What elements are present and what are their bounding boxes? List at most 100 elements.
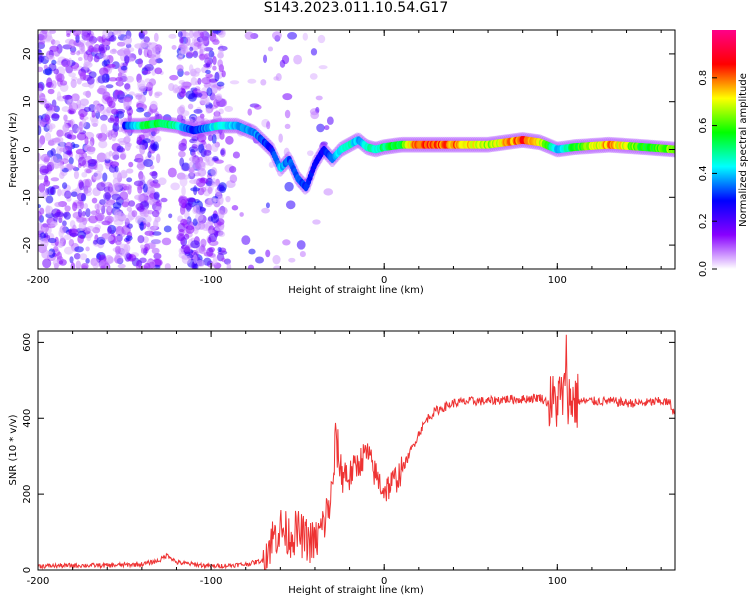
noise-blob bbox=[194, 67, 201, 74]
noise-blob bbox=[97, 85, 107, 95]
noise-blob bbox=[142, 183, 148, 193]
noise-blob bbox=[128, 91, 135, 96]
noise-blob bbox=[78, 42, 85, 51]
noise-blob bbox=[38, 139, 43, 149]
noise-blob bbox=[284, 109, 291, 119]
noise-blob bbox=[120, 65, 128, 71]
noise-blob bbox=[181, 162, 191, 172]
noise-blob bbox=[211, 30, 222, 34]
noise-blob bbox=[183, 246, 191, 255]
noise-blob bbox=[199, 31, 204, 39]
noise-blob bbox=[302, 32, 308, 41]
noise-blob bbox=[315, 95, 323, 101]
noise-blob bbox=[207, 229, 215, 234]
noise-blob bbox=[205, 107, 212, 114]
noise-blob bbox=[152, 231, 162, 236]
noise-blob bbox=[56, 66, 66, 76]
noise-blob bbox=[105, 181, 113, 188]
noise-blob bbox=[309, 73, 318, 80]
snr-panel: -200 -100 0 100 0 200 400 600 Height of straigh… bbox=[8, 330, 676, 596]
noise-blob bbox=[177, 31, 183, 38]
noise-blob bbox=[76, 192, 86, 202]
noise-blob bbox=[73, 170, 80, 180]
noise-blob bbox=[126, 142, 132, 147]
x-tick-label: 0 bbox=[381, 275, 387, 286]
noise-blob bbox=[183, 118, 190, 125]
noise-blob bbox=[205, 73, 213, 79]
noise-blob bbox=[42, 237, 50, 243]
noise-blob bbox=[266, 121, 271, 130]
noise-blob bbox=[109, 114, 115, 122]
noise-blob bbox=[168, 33, 177, 39]
noise-blob bbox=[248, 248, 256, 255]
noise-blob bbox=[178, 247, 183, 255]
noise-blob bbox=[38, 66, 44, 73]
colorbar-ticks: 0.0 0.2 0.4 0.6 0.8 bbox=[698, 70, 717, 277]
noise-blob bbox=[75, 34, 80, 44]
noise-blob bbox=[197, 43, 202, 50]
noise-blob bbox=[167, 167, 177, 178]
noise-blob bbox=[56, 73, 65, 83]
noise-blob bbox=[38, 96, 48, 106]
noise-blob bbox=[136, 161, 146, 171]
noise-blob bbox=[60, 58, 71, 68]
noise-blob bbox=[144, 78, 151, 83]
noise-blob bbox=[72, 30, 81, 37]
noise-blob bbox=[190, 240, 201, 249]
noise-blob bbox=[111, 108, 119, 115]
noise-blob bbox=[205, 200, 213, 208]
noise-blob bbox=[216, 184, 225, 192]
noise-blob bbox=[279, 59, 286, 68]
noise-blob bbox=[210, 167, 218, 177]
noise-blob bbox=[151, 239, 162, 245]
noise-blob bbox=[326, 116, 334, 125]
noise-blob bbox=[53, 136, 64, 143]
noise-blob bbox=[100, 123, 108, 134]
noise-blob bbox=[54, 211, 65, 218]
x-tick-label: -100 bbox=[200, 275, 223, 286]
noise-blob bbox=[45, 195, 54, 204]
noise-blob bbox=[171, 45, 177, 50]
noise-blob bbox=[134, 194, 144, 201]
noise-blob bbox=[189, 46, 194, 52]
noise-blob bbox=[116, 30, 127, 35]
noise-blob bbox=[108, 77, 118, 82]
y-tick-label: -10 bbox=[22, 189, 33, 205]
noise-blob bbox=[57, 188, 62, 197]
y-tick-label: 0 bbox=[22, 567, 33, 573]
noise-blob bbox=[127, 223, 133, 229]
noise-blob bbox=[136, 206, 146, 212]
noise-blob bbox=[94, 203, 100, 210]
noise-blob bbox=[84, 41, 95, 47]
noise-blob bbox=[201, 186, 207, 193]
noise-blob bbox=[184, 71, 190, 76]
noise-blob bbox=[244, 31, 254, 40]
noise-blob bbox=[79, 253, 88, 261]
noise-blob bbox=[199, 53, 206, 61]
noise-blob bbox=[192, 50, 198, 58]
noise-blob bbox=[217, 210, 225, 220]
noise-blob bbox=[120, 171, 128, 179]
noise-blob bbox=[283, 147, 290, 157]
noise-blob bbox=[136, 107, 145, 113]
noise-blob bbox=[180, 218, 188, 226]
noise-blob bbox=[215, 93, 223, 101]
noise-blob bbox=[39, 40, 46, 45]
noise-blob bbox=[217, 195, 224, 206]
noise-blob bbox=[68, 238, 75, 247]
noise-blob bbox=[105, 63, 116, 68]
noise-blob bbox=[128, 161, 134, 168]
noise-blob bbox=[64, 205, 71, 212]
noise-blob bbox=[151, 126, 158, 137]
noise-blob bbox=[137, 57, 143, 68]
noise-blob bbox=[207, 134, 214, 142]
noise-blob bbox=[187, 103, 194, 110]
noise-blob bbox=[150, 100, 158, 110]
noise-blob bbox=[133, 180, 144, 187]
y-tick-label: 0 bbox=[22, 146, 33, 152]
noise-blob bbox=[155, 200, 162, 207]
noise-blob bbox=[199, 99, 209, 105]
noise-blob bbox=[96, 133, 103, 139]
snr-y-label: SNR (10 * v/v) bbox=[8, 414, 19, 485]
noise-blob bbox=[310, 48, 318, 56]
